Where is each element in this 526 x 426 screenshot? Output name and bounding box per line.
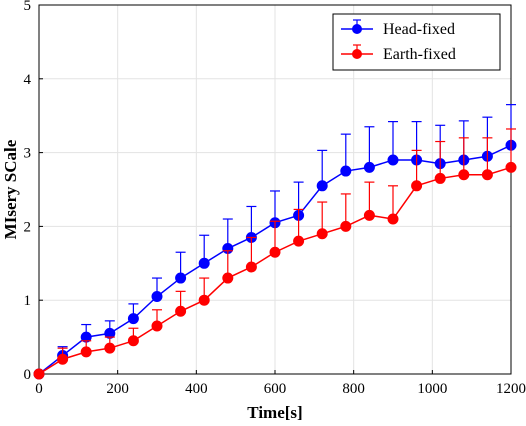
data-point xyxy=(127,313,139,325)
data-point xyxy=(411,180,423,192)
data-point xyxy=(198,257,210,269)
data-point xyxy=(293,235,305,247)
data-point xyxy=(316,180,328,192)
data-point xyxy=(57,353,69,365)
y-tick-label: 2 xyxy=(24,219,32,235)
data-point xyxy=(340,165,352,177)
data-point xyxy=(481,169,493,181)
x-tick-label: 200 xyxy=(106,381,129,397)
legend-label: Head-fixed xyxy=(383,21,455,38)
data-point xyxy=(363,161,375,173)
axis-ticks: 0 200 400 600 800 1000 1200 0 1 2 3 4 5 xyxy=(24,0,526,397)
x-axis-label: Time[s] xyxy=(247,403,302,422)
data-point xyxy=(151,320,163,332)
data-point xyxy=(127,335,139,347)
x-tick-label: 400 xyxy=(185,381,208,397)
x-tick-label: 1000 xyxy=(417,381,447,397)
data-point xyxy=(151,291,163,303)
y-tick-label: 5 xyxy=(24,0,32,14)
data-point xyxy=(505,161,517,173)
data-point xyxy=(434,172,446,184)
data-point xyxy=(269,246,281,258)
x-tick-label: 600 xyxy=(264,381,287,397)
legend-entry: Head-fixed xyxy=(341,19,455,38)
data-point xyxy=(104,342,116,354)
data-point xyxy=(458,169,470,181)
x-tick-label: 1200 xyxy=(496,381,526,397)
data-point xyxy=(363,209,375,221)
data-point xyxy=(198,294,210,306)
series-2 xyxy=(33,128,517,380)
data-point xyxy=(33,368,45,380)
y-tick-label: 4 xyxy=(24,72,32,88)
legend-box xyxy=(332,13,501,71)
legend-label: Earth-fixed xyxy=(383,46,456,63)
data-point xyxy=(175,305,187,317)
data-point xyxy=(387,154,399,166)
y-axis-label: MIsery SCale xyxy=(1,139,20,239)
y-tick-label: 3 xyxy=(24,146,32,162)
data-series xyxy=(33,104,517,380)
legend-marker xyxy=(352,49,362,59)
data-point xyxy=(245,261,257,273)
x-tick-label: 800 xyxy=(342,381,365,397)
data-point xyxy=(316,228,328,240)
data-point xyxy=(387,213,399,225)
y-tick-label: 1 xyxy=(24,293,32,309)
data-point xyxy=(175,272,187,284)
data-point xyxy=(340,220,352,232)
legend-marker xyxy=(352,24,362,34)
y-tick-label: 0 xyxy=(24,367,32,383)
legend-entry: Earth-fixed xyxy=(341,44,456,63)
x-tick-label: 0 xyxy=(35,381,43,397)
data-point xyxy=(222,272,234,284)
legend: Head-fixed Earth-fixed xyxy=(332,13,501,71)
data-point xyxy=(80,346,92,358)
